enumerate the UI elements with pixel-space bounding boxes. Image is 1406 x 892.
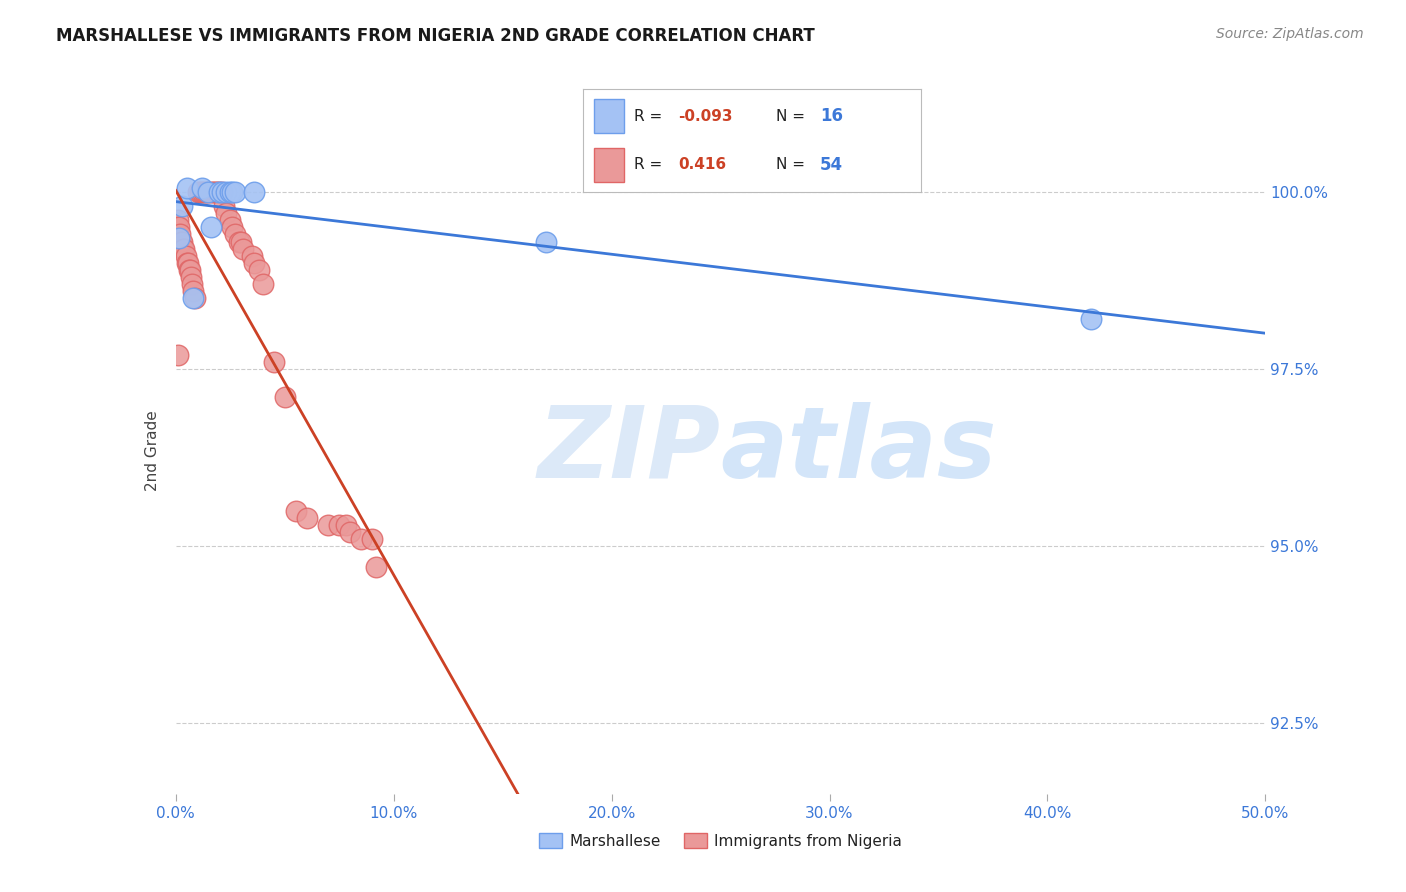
Text: N =: N =	[776, 109, 810, 124]
Point	[169, 227, 191, 242]
Text: R =: R =	[634, 109, 668, 124]
Point	[339, 524, 361, 539]
Point	[274, 390, 297, 404]
Point	[191, 185, 214, 199]
Point	[174, 249, 197, 263]
Point	[167, 348, 190, 362]
Point	[186, 185, 209, 199]
Text: 16: 16	[820, 107, 842, 126]
Point	[231, 235, 253, 249]
Point	[201, 185, 224, 199]
Y-axis label: 2nd Grade: 2nd Grade	[145, 410, 160, 491]
Point	[188, 185, 211, 199]
Point	[197, 185, 219, 199]
FancyBboxPatch shape	[593, 99, 624, 133]
Point	[361, 532, 384, 546]
Text: ZIP: ZIP	[537, 402, 721, 499]
Point	[328, 517, 350, 532]
Point	[295, 510, 318, 524]
Point	[228, 235, 250, 249]
Point	[197, 185, 219, 199]
Point	[208, 185, 231, 199]
Point	[167, 220, 190, 235]
Point	[211, 185, 233, 199]
Text: R =: R =	[634, 157, 668, 172]
Point	[221, 220, 243, 235]
Point	[181, 291, 204, 305]
Point	[350, 532, 373, 546]
Point	[219, 185, 242, 199]
Point	[247, 263, 270, 277]
Point	[211, 185, 233, 199]
Point	[224, 227, 246, 242]
Point	[167, 213, 190, 227]
Point	[240, 249, 263, 263]
Point	[366, 560, 388, 574]
Point	[180, 270, 202, 285]
Point	[170, 235, 193, 249]
Point	[335, 517, 357, 532]
Text: 54: 54	[820, 155, 842, 174]
Point	[179, 263, 201, 277]
Point	[318, 517, 340, 532]
Point	[212, 199, 235, 213]
Point	[243, 185, 266, 199]
Point	[181, 284, 204, 298]
Point	[176, 256, 198, 270]
Point	[173, 242, 195, 256]
Point	[184, 291, 207, 305]
Point	[172, 235, 194, 249]
Point	[221, 185, 243, 199]
Point	[167, 231, 190, 245]
FancyBboxPatch shape	[593, 148, 624, 181]
Point	[1080, 312, 1102, 326]
Point	[243, 256, 266, 270]
Point	[181, 277, 204, 291]
Legend: Marshallese, Immigrants from Nigeria: Marshallese, Immigrants from Nigeria	[533, 827, 908, 855]
Point	[219, 213, 242, 227]
Point	[193, 185, 215, 199]
Text: MARSHALLESE VS IMMIGRANTS FROM NIGERIA 2ND GRADE CORRELATION CHART: MARSHALLESE VS IMMIGRANTS FROM NIGERIA 2…	[56, 27, 815, 45]
Point	[172, 242, 194, 256]
Point	[204, 185, 226, 199]
Point	[263, 355, 285, 369]
Point	[205, 185, 228, 199]
Point	[208, 185, 231, 199]
Point	[284, 503, 307, 517]
Point	[200, 220, 222, 235]
Point	[166, 220, 188, 235]
Text: N =: N =	[776, 157, 810, 172]
Point	[172, 199, 194, 213]
Point	[191, 181, 214, 195]
Text: atlas: atlas	[721, 402, 997, 499]
Point	[215, 185, 238, 199]
Point	[177, 256, 200, 270]
Point	[166, 220, 188, 235]
Point	[252, 277, 274, 291]
Point	[224, 185, 246, 199]
Point	[200, 185, 222, 199]
Point	[176, 181, 198, 195]
Point	[177, 263, 200, 277]
Point	[232, 242, 254, 256]
Point	[215, 206, 238, 220]
Text: 0.416: 0.416	[678, 157, 725, 172]
Text: Source: ZipAtlas.com: Source: ZipAtlas.com	[1216, 27, 1364, 41]
Point	[534, 235, 557, 249]
Point	[195, 185, 218, 199]
Text: -0.093: -0.093	[678, 109, 733, 124]
